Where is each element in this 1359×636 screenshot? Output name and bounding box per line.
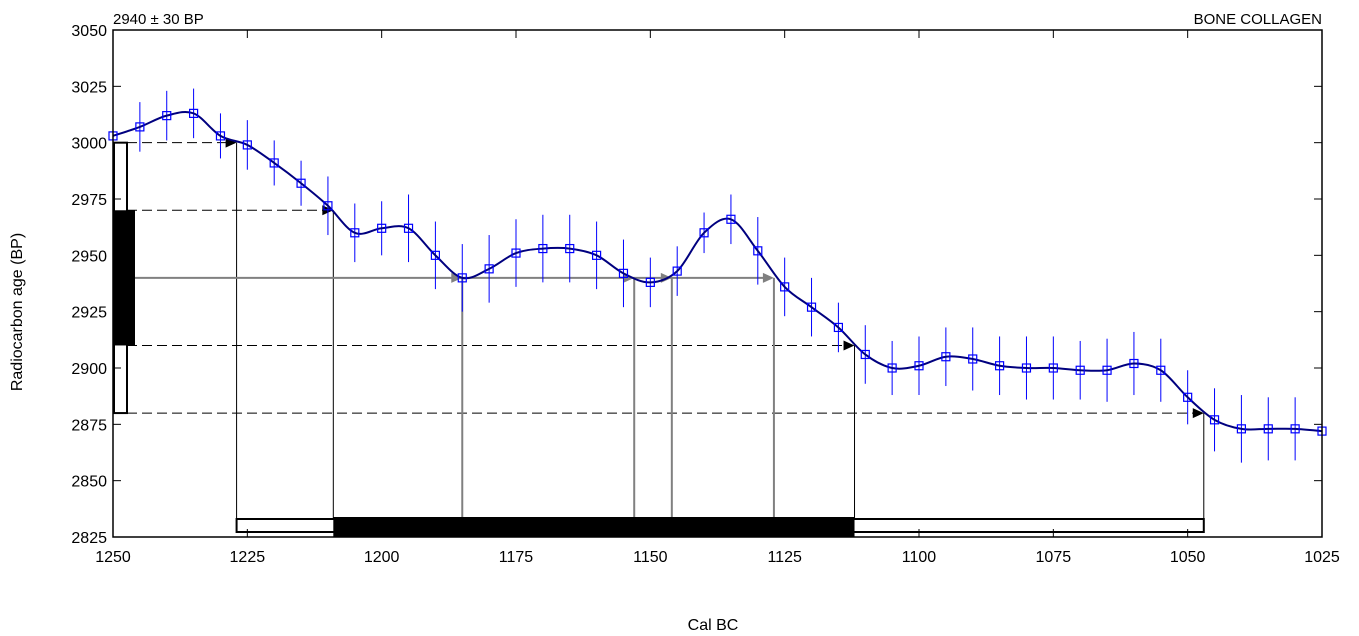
range-arrow xyxy=(843,340,855,351)
range-arrow xyxy=(1192,408,1204,419)
chart-title-left: 2940 ± 30 BP xyxy=(113,11,204,28)
curve-data-point xyxy=(860,349,870,360)
curve-data-point xyxy=(1102,365,1112,375)
curve-data-point xyxy=(269,158,279,168)
y-tick-label: 2925 xyxy=(71,305,107,322)
curve-data-point xyxy=(1156,365,1166,375)
x-tick-label: 1125 xyxy=(767,549,802,566)
curve-data-point xyxy=(726,214,736,224)
curve-data-point xyxy=(457,273,467,283)
x-tick-label: 1200 xyxy=(364,549,400,566)
curve-data-point xyxy=(135,122,145,132)
curve-data-point xyxy=(618,268,629,278)
curve-data-point xyxy=(699,228,709,238)
x-tick-label: 1225 xyxy=(230,549,266,566)
x-tick-label: 1075 xyxy=(1036,549,1072,566)
x-tick-label: 1100 xyxy=(902,549,937,566)
x-tick-label: 1025 xyxy=(1304,549,1340,566)
curve-data-point xyxy=(1129,358,1139,369)
y-axis-label: Radiocarbon age (BP) xyxy=(9,233,26,391)
curve-data-point xyxy=(1290,424,1300,434)
y-tick-label: 2975 xyxy=(71,192,107,209)
curve-data-point xyxy=(1209,415,1220,425)
curve-data-point xyxy=(162,111,172,121)
y-tick-label: 2850 xyxy=(71,474,107,491)
one-sigma-age-bar xyxy=(114,210,135,346)
y-tick-label: 2950 xyxy=(71,248,107,265)
curve-data-point xyxy=(1183,392,1193,402)
plot-frame xyxy=(112,29,1323,538)
curve-data-point xyxy=(672,266,682,276)
x-tick-label: 1150 xyxy=(633,549,668,566)
curve-data-point xyxy=(1075,365,1085,375)
y-tick-label: 3000 xyxy=(71,136,107,153)
x-axis-label: Cal BC xyxy=(688,617,739,634)
curve-data-point xyxy=(1021,363,1032,373)
curve-data-point xyxy=(538,243,548,254)
curve-data-point xyxy=(806,302,817,312)
y-tick-label: 2875 xyxy=(71,417,107,434)
curve-data-point xyxy=(914,361,924,371)
curve-data-point xyxy=(430,250,440,260)
x-tick-label: 1050 xyxy=(1170,549,1206,566)
curve-data-point xyxy=(994,361,1005,371)
curve-data-point xyxy=(753,246,763,256)
curve-data-point xyxy=(323,201,333,211)
curve-data-point xyxy=(1048,363,1058,373)
curve-data-point xyxy=(1263,424,1273,434)
one-sigma-range-bar xyxy=(333,517,855,537)
curve-data-point xyxy=(484,264,494,274)
y-tick-label: 3025 xyxy=(71,79,107,96)
curve-data-point xyxy=(1236,424,1247,434)
curve-data-point xyxy=(350,228,360,238)
curve-data-point xyxy=(511,248,521,258)
curve-data-point xyxy=(780,282,790,292)
x-tick-label: 1175 xyxy=(499,549,534,566)
curve-data-point xyxy=(968,354,978,364)
curve-data-point xyxy=(189,108,199,118)
y-tick-label: 2900 xyxy=(71,361,107,378)
chart-title-right: BONE COLLAGEN xyxy=(1194,11,1322,28)
intercept-arrow xyxy=(762,272,774,283)
curve-data-point xyxy=(242,140,252,150)
y-tick-label: 3050 xyxy=(71,23,107,40)
curve-data-point xyxy=(591,250,602,260)
intercept-arrow xyxy=(451,272,463,283)
y-tick-label: 2825 xyxy=(71,530,107,547)
calibration-curve-line xyxy=(112,110,1323,433)
curve-data-point xyxy=(296,178,306,188)
curve-data-point xyxy=(403,223,414,233)
curve-data-point xyxy=(377,223,387,233)
curve-data-point xyxy=(645,277,655,287)
curve-data-point xyxy=(565,243,575,254)
x-tick-label: 1250 xyxy=(95,549,131,566)
curve-data-point xyxy=(887,363,897,373)
curve-data-point xyxy=(833,322,844,333)
curve-data-point xyxy=(215,131,226,141)
curve-data-point xyxy=(941,352,951,362)
